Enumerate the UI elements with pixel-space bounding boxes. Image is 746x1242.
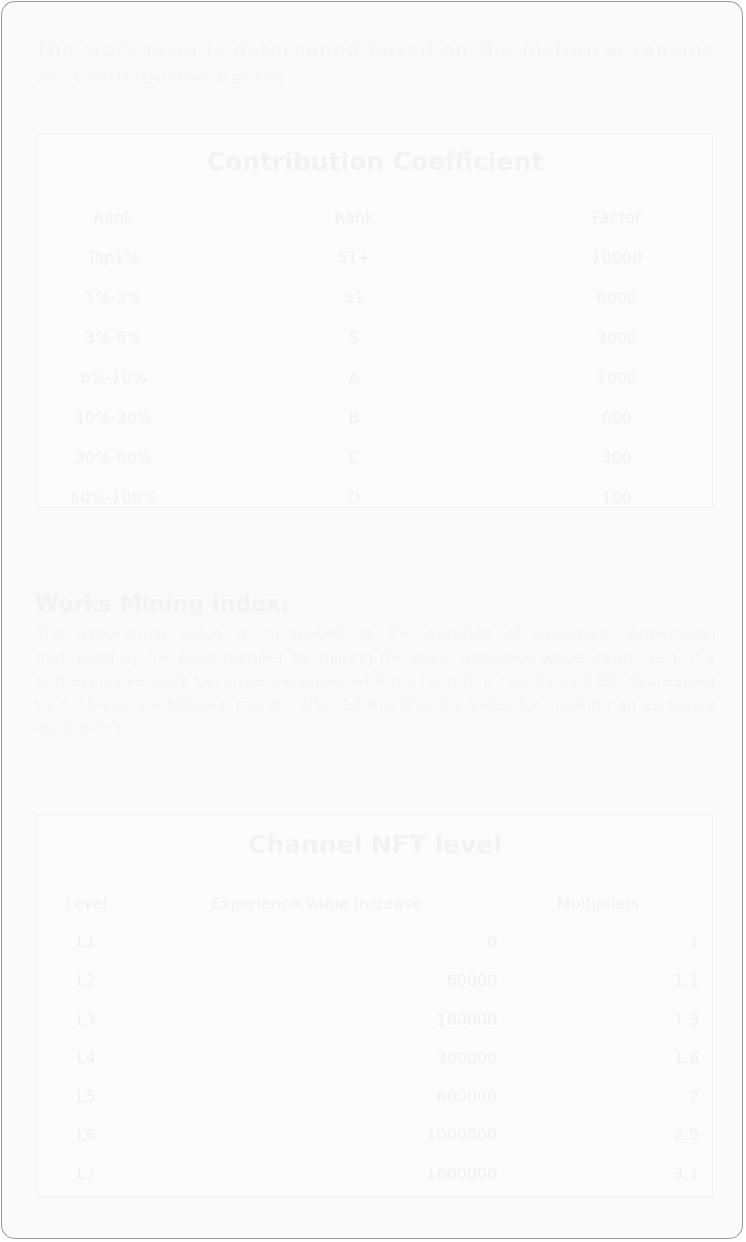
level-cell: L3 xyxy=(76,1009,96,1029)
experience-cell: 60000 xyxy=(446,970,498,990)
table-row: 60%-100% D 100 xyxy=(3,477,746,517)
rank-grade-cell: S1 xyxy=(343,287,365,307)
rank-range-cell: 60%-100% xyxy=(69,487,157,507)
factor-cell: 600 xyxy=(601,407,632,427)
contribution-coefficient-title: Contribution Coefficient xyxy=(206,147,544,176)
column-header: Experience Value Increase xyxy=(210,893,422,913)
multiplier-cell: 2.5 xyxy=(673,1125,699,1145)
level-cell: L4 xyxy=(76,1048,96,1068)
level-cell: L5 xyxy=(76,1086,96,1106)
factor-cell: 3000 xyxy=(596,327,638,347)
multiplier-cell: 1 xyxy=(688,932,699,952)
rank-grade-cell: A xyxy=(348,367,360,387)
multiplier-cell: 1.6 xyxy=(673,1048,699,1068)
works-mining-index-text: The experience value is calculated as th… xyxy=(35,624,716,737)
experience-cell: 100000 xyxy=(436,1009,498,1029)
level-cell: L1 xyxy=(76,932,96,952)
column-header: Level xyxy=(65,893,108,913)
table-row: 6%-10% A 1000 xyxy=(3,357,746,397)
experience-cell: 300000 xyxy=(436,1048,498,1068)
intro-text: The work level is determined based on th… xyxy=(35,39,716,89)
table-row: 1%-3% S1 6000 xyxy=(3,277,746,317)
table-row: L6 1000000 2.5 xyxy=(38,1116,714,1155)
factor-cell: 10000 xyxy=(591,247,643,267)
experience-cell: 600000 xyxy=(436,1086,498,1106)
works-mining-index-heading: Works Mining Index: xyxy=(35,592,290,617)
table-row: 30%-60% C 300 xyxy=(3,437,746,477)
rank-grade-cell: D xyxy=(347,487,361,507)
multiplier-cell: 3.1 xyxy=(673,1163,699,1183)
level-cell: L2 xyxy=(76,970,96,990)
table-row: L4 300000 1.6 xyxy=(38,1038,714,1077)
level-cell: L7 xyxy=(76,1163,96,1183)
table-header-row: Level Experience Value Increase Multipli… xyxy=(38,884,714,923)
multiplier-cell: 1.3 xyxy=(673,1009,699,1029)
experience-cell: 1600000 xyxy=(426,1163,498,1183)
table-row: L2 60000 1.1 xyxy=(38,961,714,1000)
column-header: Rank xyxy=(334,207,375,227)
rank-range-cell: Top1% xyxy=(87,247,140,267)
rank-grade-cell: B xyxy=(348,407,360,427)
contribution-coefficient-panel: Contribution Coefficient Rank Rank Facto… xyxy=(37,134,713,508)
table-header-row: Rank Rank Factor xyxy=(3,197,746,237)
contribution-coefficient-table: Rank Rank Factor Top1% S1+ 10000 1%-3% S… xyxy=(3,197,746,517)
table-row: 3%-6% S 3000 xyxy=(3,317,746,357)
level-cell: L6 xyxy=(76,1125,96,1145)
factor-cell: 300 xyxy=(601,447,632,467)
column-header: Factor xyxy=(592,207,642,227)
factor-cell: 6000 xyxy=(596,287,638,307)
channel-nft-level-title: Channel NFT level xyxy=(248,830,502,859)
table-row: L5 600000 2 xyxy=(38,1077,714,1116)
table-row: L3 100000 1.3 xyxy=(38,1000,714,1039)
table-row: 10%-30% B 600 xyxy=(3,397,746,437)
column-header: Rank xyxy=(93,207,134,227)
rank-grade-cell: S1+ xyxy=(337,247,371,267)
rank-range-cell: 3%-6% xyxy=(85,327,142,347)
rank-range-cell: 1%-3% xyxy=(85,287,142,307)
column-header: Multipliers xyxy=(556,893,640,913)
rank-grade-cell: C xyxy=(348,447,360,467)
rank-range-cell: 6%-10% xyxy=(80,367,147,387)
rank-grade-cell: S xyxy=(349,327,360,347)
table-row: L7 1600000 3.1 xyxy=(38,1154,714,1193)
table-row: Top1% S1+ 10000 xyxy=(3,237,746,277)
multiplier-cell: 1.1 xyxy=(673,970,699,990)
multiplier-cell: 2 xyxy=(688,1086,699,1106)
experience-cell: 1000000 xyxy=(426,1125,498,1145)
rank-range-cell: 30%-60% xyxy=(74,447,152,467)
channel-nft-level-table: Level Experience Value Increase Multipli… xyxy=(38,884,714,1193)
experience-cell: 0 xyxy=(487,932,498,952)
table-row: L1 0 1 xyxy=(38,923,714,962)
factor-cell: 100 xyxy=(601,487,632,507)
rank-range-cell: 10%-30% xyxy=(74,407,152,427)
channel-nft-level-panel: Channel NFT level Level Experience Value… xyxy=(37,815,713,1197)
factor-cell: 1000 xyxy=(596,367,638,387)
